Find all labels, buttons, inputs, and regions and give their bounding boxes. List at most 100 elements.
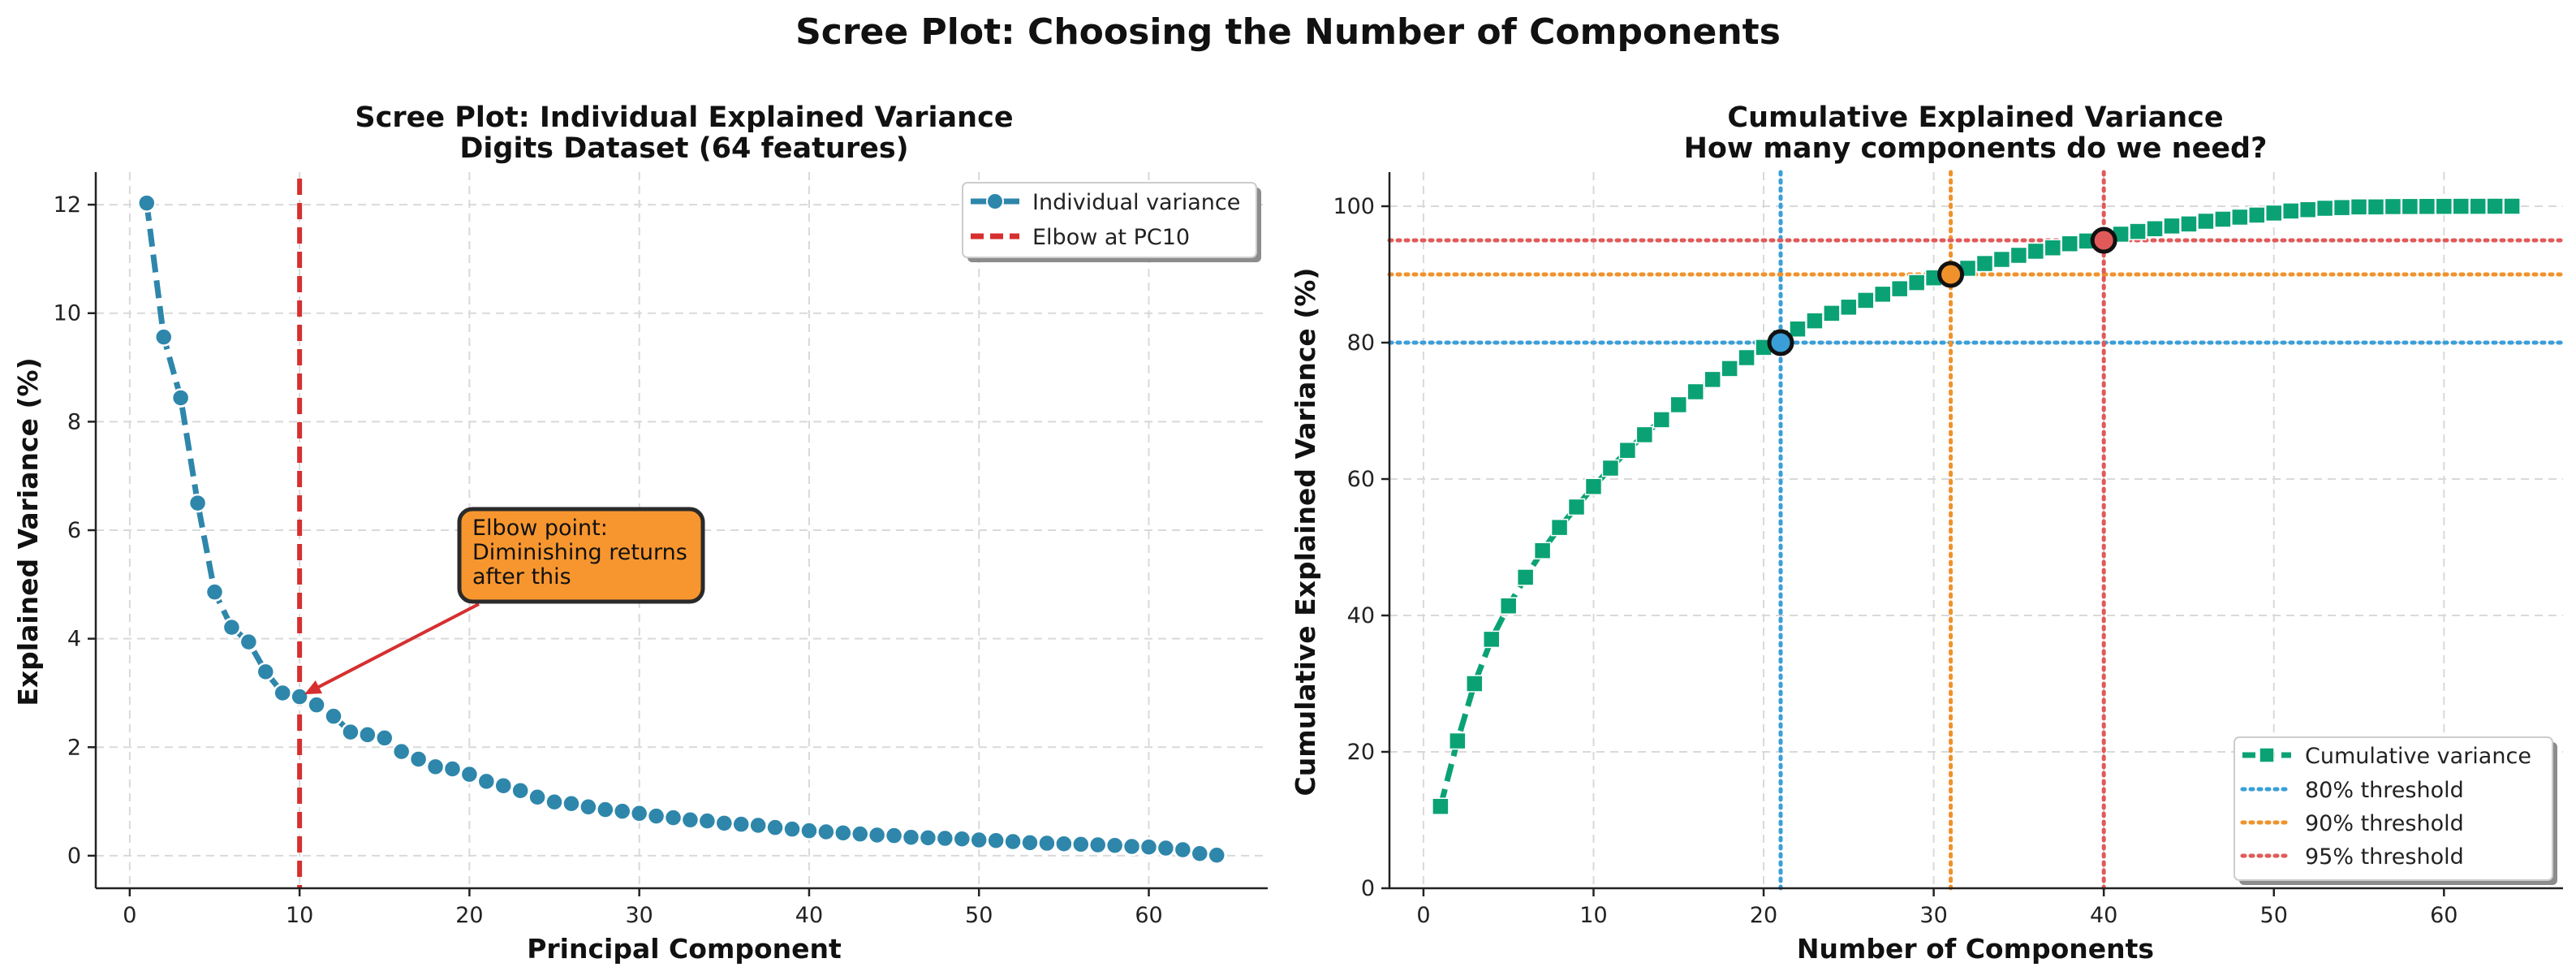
annotation-arrowhead bbox=[304, 680, 323, 695]
right-y-tick-label: 60 bbox=[1347, 467, 1375, 492]
cumulative-variance-point bbox=[2281, 202, 2300, 220]
individual-variance-point bbox=[459, 764, 480, 784]
right-threshold-markers bbox=[1767, 227, 2117, 356]
legend-label-elbow: Elbow at PC10 bbox=[1032, 225, 1190, 250]
cumulative-variance-point bbox=[1533, 542, 1552, 559]
cumulative-variance-point bbox=[1704, 370, 1721, 389]
legend-marker-individual bbox=[986, 192, 1004, 210]
left-axes: 0 10 20 30 40 50 60 0 2 4 6 8 10 12 bbox=[54, 172, 1268, 928]
individual-variance-point bbox=[153, 327, 174, 347]
cumulative-variance-point bbox=[2044, 239, 2062, 257]
threshold-90-marker bbox=[1937, 261, 1965, 288]
legend-marker-cumulative bbox=[2259, 747, 2275, 763]
cumulative-variance-point bbox=[2435, 197, 2453, 215]
cumulative-variance-point bbox=[1635, 425, 1654, 444]
individual-variance-point bbox=[613, 801, 632, 821]
right-x-tick-label: 0 bbox=[1416, 903, 1430, 928]
individual-variance-point bbox=[408, 749, 429, 769]
right-legend: Cumulative variance 80% threshold 90% th… bbox=[2234, 736, 2557, 885]
right-y-tick-label: 40 bbox=[1347, 603, 1375, 628]
individual-variance-point bbox=[816, 822, 836, 842]
legend-label-95: 95% threshold bbox=[2305, 844, 2464, 870]
individual-variance-point bbox=[528, 787, 547, 807]
individual-variance-point bbox=[850, 824, 870, 844]
cumulative-variance-point bbox=[2333, 198, 2351, 217]
individual-variance-point bbox=[1071, 835, 1091, 854]
right-y-axis-label: Cumulative Explained Variance (%) bbox=[1290, 268, 1321, 797]
cumulative-variance-point bbox=[1516, 568, 1535, 586]
individual-variance-point bbox=[545, 792, 564, 812]
individual-variance-point bbox=[782, 819, 802, 839]
individual-variance-point bbox=[442, 759, 463, 779]
left-y-tick-label: 12 bbox=[54, 192, 81, 218]
figure-suptitle: Scree Plot: Choosing the Number of Compo… bbox=[795, 11, 1781, 53]
individual-variance-point bbox=[579, 797, 598, 817]
cumulative-variance-point bbox=[1482, 630, 1501, 649]
cumulative-variance-point bbox=[2061, 235, 2079, 253]
individual-variance-point bbox=[799, 821, 819, 840]
individual-variance-point bbox=[969, 830, 989, 850]
cumulative-variance-point bbox=[1992, 250, 2011, 269]
individual-variance-point bbox=[205, 582, 225, 602]
annotation-box bbox=[457, 507, 705, 604]
left-y-axis-label: Explained Variance (%) bbox=[12, 357, 44, 706]
individual-variance-point bbox=[187, 493, 208, 513]
left-x-axis-label: Principal Component bbox=[527, 933, 842, 965]
cumulative-variance-point bbox=[1584, 477, 1603, 495]
cumulative-variance-point bbox=[1686, 382, 1704, 401]
cumulative-variance-point bbox=[2129, 222, 2147, 240]
cumulative-variance-point bbox=[2248, 206, 2266, 224]
individual-variance-point bbox=[307, 695, 326, 714]
individual-variance-point bbox=[596, 800, 615, 819]
individual-variance-point bbox=[1003, 831, 1023, 852]
cumulative-variance-point bbox=[1873, 285, 1892, 304]
legend-label-90: 90% threshold bbox=[2305, 811, 2464, 836]
individual-variance-point bbox=[1020, 833, 1040, 853]
cumulative-variance-point bbox=[2298, 201, 2317, 218]
right-x-tick-label: 30 bbox=[1919, 903, 1947, 928]
individual-variance-point bbox=[731, 814, 751, 834]
individual-variance-point bbox=[239, 632, 259, 652]
individual-variance-point bbox=[629, 804, 649, 823]
individual-variance-point bbox=[170, 388, 191, 408]
right-x-tick-label: 10 bbox=[1579, 903, 1607, 928]
left-y-tick-label: 2 bbox=[67, 735, 81, 760]
individual-variance-point bbox=[1173, 840, 1193, 860]
cumulative-variance-point bbox=[2197, 212, 2215, 231]
right-x-tick-label: 40 bbox=[2090, 903, 2117, 928]
individual-variance-point bbox=[765, 818, 785, 837]
right-y-tick-label: 100 bbox=[1333, 194, 1375, 219]
individual-variance-point bbox=[290, 687, 309, 706]
cumulative-variance-point bbox=[1432, 797, 1450, 815]
left-y-tick-label: 6 bbox=[67, 518, 81, 543]
individual-variance-point bbox=[884, 826, 904, 845]
left-y-tick-label: 8 bbox=[67, 409, 81, 434]
individual-variance-point bbox=[834, 823, 853, 843]
individual-variance-point bbox=[1190, 844, 1210, 863]
individual-variance-point bbox=[375, 728, 394, 748]
cumulative-variance-point bbox=[1499, 597, 1518, 615]
cumulative-variance-point bbox=[2452, 197, 2470, 215]
individual-variance-point bbox=[425, 757, 446, 777]
cumulative-variance-point bbox=[1550, 518, 1569, 537]
individual-variance-point bbox=[256, 662, 276, 682]
left-y-tick-label: 4 bbox=[67, 627, 81, 652]
individual-variance-point bbox=[1156, 838, 1176, 858]
individual-variance-point bbox=[680, 810, 700, 830]
left-x-tick-label: 0 bbox=[123, 903, 136, 928]
right-y-tick-label: 80 bbox=[1347, 330, 1375, 356]
right-title-line1: Cumulative Explained Variance bbox=[1727, 101, 2223, 134]
cumulative-variance-line bbox=[1437, 203, 2513, 808]
threshold-80-marker bbox=[1767, 329, 1794, 356]
right-axes: 0 10 20 30 40 50 60 0 20 40 60 80 100 bbox=[1333, 172, 2563, 928]
individual-variance-point bbox=[1054, 834, 1074, 853]
cumulative-variance-point bbox=[1449, 732, 1467, 750]
annotation-line1: Elbow point: bbox=[472, 516, 608, 541]
cumulative-variance-point bbox=[1567, 498, 1586, 516]
left-legend-frame bbox=[962, 182, 1257, 258]
cumulative-variance-point bbox=[2163, 217, 2181, 235]
cumulative-variance-point bbox=[2231, 208, 2249, 227]
elbow-annotation: Elbow point: Diminishing returns after t… bbox=[304, 507, 705, 695]
left-x-tick-label: 60 bbox=[1135, 903, 1162, 928]
